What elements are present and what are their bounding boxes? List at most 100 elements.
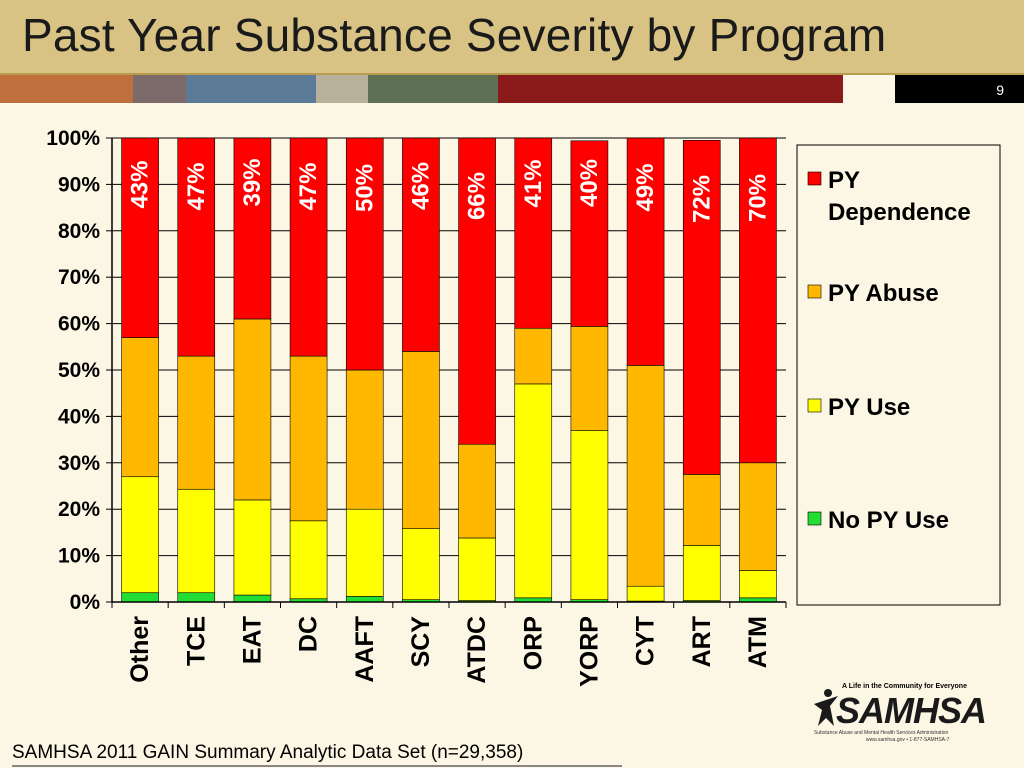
y-tick-label: 0%	[70, 591, 101, 614]
bar-segment-py-abuse	[289, 355, 328, 522]
bar-segment-py-dependence	[739, 137, 777, 464]
bar-segment-no-py-use	[345, 596, 384, 603]
logo-tagline: A Life in the Community for Everyone	[842, 683, 967, 690]
y-tick-label: 50%	[58, 359, 100, 382]
strip-segment	[843, 75, 895, 103]
bar-segment-py-abuse	[682, 474, 721, 546]
y-tick-label: 40%	[58, 405, 100, 428]
decorative-color-strip	[0, 75, 1024, 103]
data-label: 40%	[576, 159, 603, 207]
bar-segment-py-abuse	[233, 318, 272, 501]
logo-contact: www.samhsa.gov • 1-877-SAMHSA-7	[866, 737, 950, 743]
data-label: 46%	[407, 162, 434, 210]
gridlines	[112, 137, 786, 603]
source-footnote: SAMHSA 2011 GAIN Summary Analytic Data S…	[12, 742, 524, 763]
slide-title: Past Year Substance Severity by Program	[22, 9, 887, 61]
legend-swatch	[807, 171, 822, 186]
strip-segment	[368, 75, 498, 103]
legend-swatch	[807, 511, 822, 526]
y-tick-label: 20%	[58, 498, 100, 521]
legend-label: Dependence	[828, 199, 971, 226]
x-category-label: DC	[295, 616, 323, 652]
bar-segment-py-use	[626, 585, 665, 602]
bar-segment-py-abuse	[121, 337, 159, 478]
bar-segment-py-abuse	[570, 326, 609, 431]
data-label: 72%	[688, 175, 715, 223]
bar-segment-py-use	[402, 528, 440, 600]
bar-segment-py-abuse	[626, 365, 665, 587]
x-category-label: YORP	[575, 616, 603, 687]
bar-segment-py-dependence	[402, 137, 440, 352]
x-category-label: AAFT	[351, 616, 379, 683]
data-label: 39%	[239, 158, 266, 206]
bar-segment-py-use	[570, 430, 609, 600]
logo-subtitle: Substance Abuse and Mental Health Servic…	[814, 730, 949, 736]
person-figure-icon	[814, 689, 838, 726]
y-tick-label: 100%	[46, 127, 100, 150]
data-labels: 43% 47% 39% 47% 50% 46% 66% 41% 40% 49% 72% 70%	[127, 158, 772, 223]
data-label: 70%	[744, 174, 771, 222]
bar-segment-py-use	[177, 488, 216, 594]
x-category-label: Other	[126, 616, 154, 683]
legend-label: PY Abuse	[828, 280, 939, 307]
bar-segment-py-dependence	[121, 137, 159, 338]
bar-segment-py-use	[514, 383, 553, 599]
samhsa-logo: A Life in the Community for Everyone SAM…	[808, 680, 987, 744]
legend-box	[796, 144, 1001, 606]
bar-segment-py-abuse	[177, 355, 216, 490]
x-category-label: ORP	[519, 616, 547, 670]
bar-segment-py-abuse	[402, 351, 440, 529]
data-label: 66%	[464, 172, 491, 220]
legend-swatch	[807, 284, 822, 299]
y-tick-label: 30%	[58, 452, 100, 475]
bars	[121, 137, 777, 603]
stacked-bar-chart: 0% 10% 20% 30% 40% 50% 60% 70% 80% 90% 100% 43% 47%…	[46, 127, 1001, 687]
legend-label: No PY Use	[828, 507, 949, 534]
y-tick-label: 10%	[58, 545, 100, 568]
title-bar: Past Year Substance Severity by Program	[0, 0, 1024, 75]
bar-segment-py-dependence	[177, 137, 216, 357]
bar-segment-py-use	[345, 508, 384, 597]
strip-segment	[0, 75, 133, 103]
data-label: 47%	[295, 162, 322, 210]
strip-segment	[133, 75, 186, 103]
bar-segment-py-dependence	[233, 137, 272, 320]
x-category-label: CYT	[632, 616, 660, 666]
bar-segment-py-use	[289, 520, 328, 600]
bar-segment-py-dependence	[682, 140, 721, 475]
slide-number: 9	[996, 82, 1004, 98]
bar-segment-no-py-use	[233, 594, 272, 603]
bar-segment-py-dependence	[570, 140, 609, 327]
data-label: 47%	[183, 162, 210, 210]
strip-segment	[316, 75, 368, 103]
bar-segment-no-py-use	[121, 592, 159, 603]
x-category-label: ATDC	[463, 616, 491, 684]
bar-segment-py-use	[121, 476, 159, 594]
bar-segment-py-abuse	[345, 369, 384, 510]
strip-segment	[895, 75, 1024, 103]
x-category-label: EAT	[238, 616, 266, 664]
y-tick-label: 80%	[58, 220, 100, 243]
y-tick-label: 70%	[58, 266, 100, 289]
x-category-label: TCE	[182, 616, 210, 666]
bar-segment-py-abuse	[514, 327, 553, 385]
footnote-underline	[12, 765, 622, 767]
strip-segment	[498, 75, 843, 103]
bar-segment-py-dependence	[289, 137, 328, 357]
legend-label: PY	[828, 167, 860, 194]
data-label: 49%	[632, 163, 659, 211]
bar-segment-py-dependence	[345, 137, 384, 371]
bar-segment-py-dependence	[514, 137, 553, 329]
x-category-label: ART	[688, 616, 716, 667]
x-axis-categories: Other TCE EAT DC AAFT SCY ATDC ORP YORP CYT ART ATM	[126, 616, 772, 687]
bar-segment-py-dependence	[626, 137, 665, 366]
y-tick-label: 90%	[58, 173, 100, 196]
bar-segment-py-use	[682, 545, 721, 601]
bar-segment-py-dependence	[458, 137, 496, 445]
legend-label: PY Use	[828, 394, 910, 421]
bar-segment-no-py-use	[177, 592, 216, 603]
bar-segment-py-use	[458, 537, 496, 601]
data-label: 41%	[520, 159, 547, 207]
legend: PY Dependence PY Abuse PY Use No PY Use	[796, 144, 1001, 606]
bar-segment-py-use	[739, 570, 777, 599]
